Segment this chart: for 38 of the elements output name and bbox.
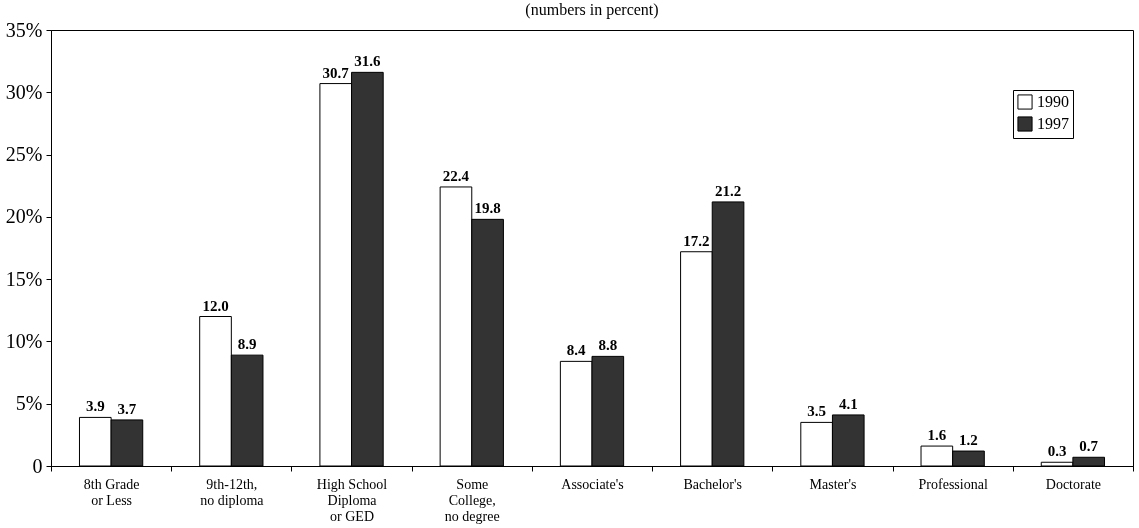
legend-label: 1997 xyxy=(1037,115,1069,132)
data-label: 0.7 xyxy=(1079,438,1099,455)
data-label: 3.9 xyxy=(85,398,105,415)
data-label: 1.2 xyxy=(959,432,978,449)
data-label: 22.4 xyxy=(442,167,470,184)
y-tick-label: 15% xyxy=(5,267,43,290)
data-label: 8.8 xyxy=(598,337,618,354)
x-tick-label: Doctorate xyxy=(1045,476,1101,492)
data-label: 21.2 xyxy=(714,182,742,199)
data-label: 31.6 xyxy=(354,53,381,70)
y-tick-label: 0 xyxy=(32,454,43,477)
x-tick-label: Associate's xyxy=(561,476,624,492)
x-tick-label: High School Diploma or GED xyxy=(316,476,388,524)
data-label: 3.5 xyxy=(807,403,826,420)
y-tick-label: 10% xyxy=(5,329,43,352)
x-tick-label: Bachelor's xyxy=(683,476,742,492)
x-tick-label: 8th Grade or Less xyxy=(83,476,140,508)
chart-subtitle: (numbers in percent) xyxy=(525,1,659,19)
data-label: 4.1 xyxy=(838,395,858,412)
data-label: 8.9 xyxy=(237,336,257,353)
x-tick-label: Professional xyxy=(918,476,988,492)
data-label: 0.3 xyxy=(1047,443,1067,460)
x-tick-label: 9th-12th, no diploma xyxy=(200,476,265,508)
data-label: 30.7 xyxy=(322,64,350,81)
data-label: 12.0 xyxy=(202,297,229,314)
y-tick-label: 30% xyxy=(5,80,43,103)
x-tick-label: Some College, no degree xyxy=(444,476,500,524)
y-tick-label: 25% xyxy=(5,143,43,166)
data-label: 1.6 xyxy=(927,427,947,444)
y-tick-label: 35% xyxy=(5,18,43,41)
y-tick-label: 5% xyxy=(15,392,43,415)
data-label: 3.7 xyxy=(117,400,137,417)
data-label: 17.2 xyxy=(683,232,710,249)
x-tick-label: Master's xyxy=(809,476,857,492)
y-tick-label: 20% xyxy=(5,205,43,228)
data-label: 19.8 xyxy=(474,200,501,217)
data-label: 8.4 xyxy=(566,342,587,359)
legend-label: 1990 xyxy=(1037,93,1069,110)
